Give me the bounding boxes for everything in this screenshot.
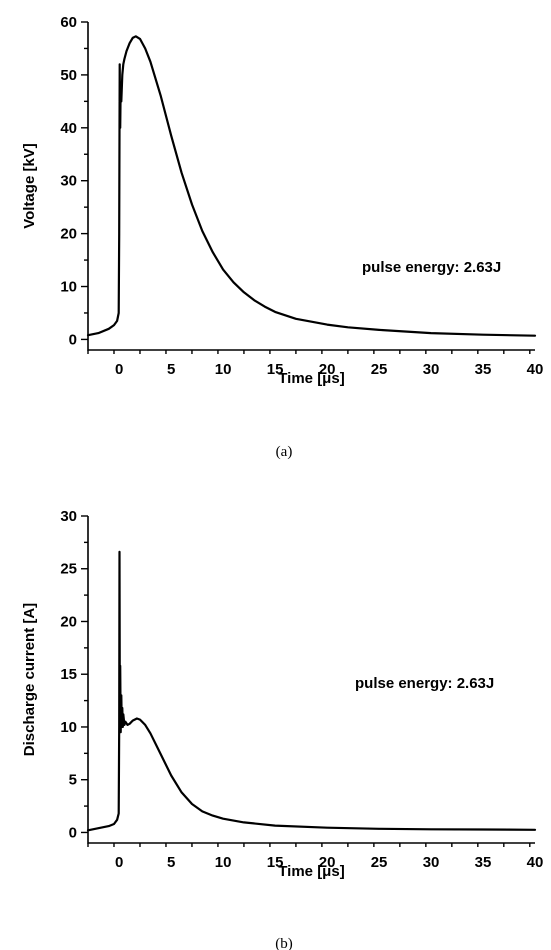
x-tick-label: 20 — [319, 854, 336, 871]
x-tick-label: 40 — [527, 854, 544, 871]
y-tick-label: 60 — [60, 14, 77, 31]
annotation-a: pulse energy: 2.63J — [362, 259, 501, 276]
x-tick-label: 0 — [115, 854, 123, 871]
x-axis-ticks-b: 0 5 10 15 20 25 30 35 40 — [87, 843, 544, 871]
series-line-b — [86, 550, 537, 832]
y-tick-label: 10 — [60, 719, 77, 736]
y-tick-label: 10 — [60, 279, 77, 296]
caption-b: (b) — [275, 936, 293, 950]
y-tick-label: 0 — [69, 331, 77, 348]
x-axis-title-b: Time [μs] — [278, 863, 344, 880]
x-tick-label: 35 — [475, 361, 492, 378]
x-tick-label: 20 — [319, 361, 336, 378]
annotation-b: pulse energy: 2.63J — [355, 675, 494, 692]
y-tick-label: 25 — [60, 561, 77, 578]
x-tick-label: 15 — [267, 361, 284, 378]
x-tick-label: 10 — [215, 854, 232, 871]
x-tick-label: 40 — [527, 361, 544, 378]
y-tick-label: 20 — [60, 226, 77, 243]
y-axis-title-a: Voltage [kV] — [21, 143, 38, 229]
x-tick-label: 5 — [167, 854, 175, 871]
x-tick-label: 25 — [371, 854, 388, 871]
x-tick-label: 10 — [215, 361, 232, 378]
x-axis-title-a: Time [μs] — [278, 370, 344, 387]
x-tick-label: 15 — [267, 854, 284, 871]
caption-a: (a) — [276, 444, 293, 460]
x-tick-label: 5 — [167, 361, 175, 378]
y-axis-title-b: Discharge current [A] — [21, 603, 38, 756]
axis-frame-a — [87, 22, 535, 351]
y-tick-label: 15 — [60, 666, 77, 683]
x-tick-label: 0 — [115, 361, 123, 378]
y-tick-label: 30 — [60, 508, 77, 525]
x-tick-label: 30 — [423, 854, 440, 871]
y-tick-label: 50 — [60, 67, 77, 84]
y-tick-label: 20 — [60, 613, 77, 630]
y-tick-label: 40 — [60, 120, 77, 137]
x-tick-label: 35 — [475, 854, 492, 871]
x-axis-ticks-a: 0 5 10 15 20 25 30 35 40 — [87, 350, 544, 378]
series-line-a — [86, 35, 537, 337]
y-tick-label: 30 — [60, 173, 77, 190]
y-tick-label: 0 — [69, 824, 77, 841]
y-axis-ticks-b: 0 5 10 15 20 25 30 — [60, 508, 88, 841]
y-axis-ticks-a: 0 10 20 30 40 50 60 — [60, 14, 88, 348]
x-tick-label: 25 — [371, 361, 388, 378]
chart-panel-a: 0 5 10 15 20 25 30 35 40 0 10 20 30 40 50 60 Time [μs]… — [21, 14, 543, 460]
x-tick-label: 30 — [423, 361, 440, 378]
y-tick-label: 5 — [69, 772, 77, 789]
